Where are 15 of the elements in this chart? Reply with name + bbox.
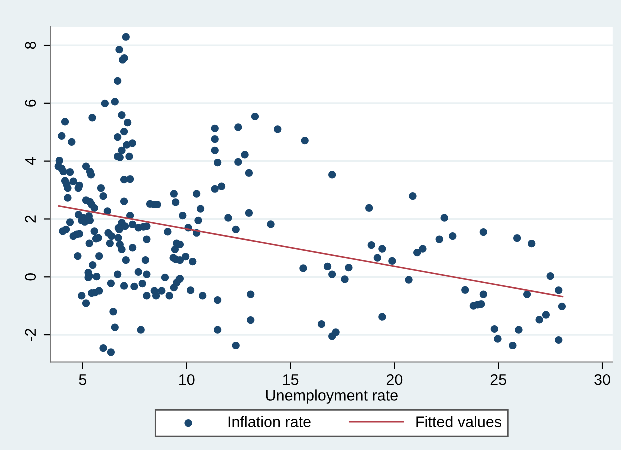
- x-axis-title: Unemployment rate: [266, 390, 398, 404]
- y-tick-label: 8: [25, 42, 36, 50]
- x-tick-label: 10: [180, 374, 195, 386]
- legend-label: Inflation rate: [228, 416, 311, 428]
- y-tick-label: 0: [25, 273, 36, 281]
- y-tick-label: 4: [25, 158, 36, 166]
- legend-label: Fitted values: [416, 416, 502, 428]
- x-tick-label: 30: [594, 374, 610, 386]
- y-tick-label: 2: [25, 216, 36, 223]
- x-tick-label: 5: [79, 374, 87, 386]
- y-tick-label: -2: [25, 329, 36, 342]
- x-tick-label: 15: [283, 374, 299, 386]
- y-tick-label: 6: [25, 100, 36, 107]
- x-tick-label: 20: [386, 374, 403, 386]
- x-tick-label: 25: [490, 374, 506, 386]
